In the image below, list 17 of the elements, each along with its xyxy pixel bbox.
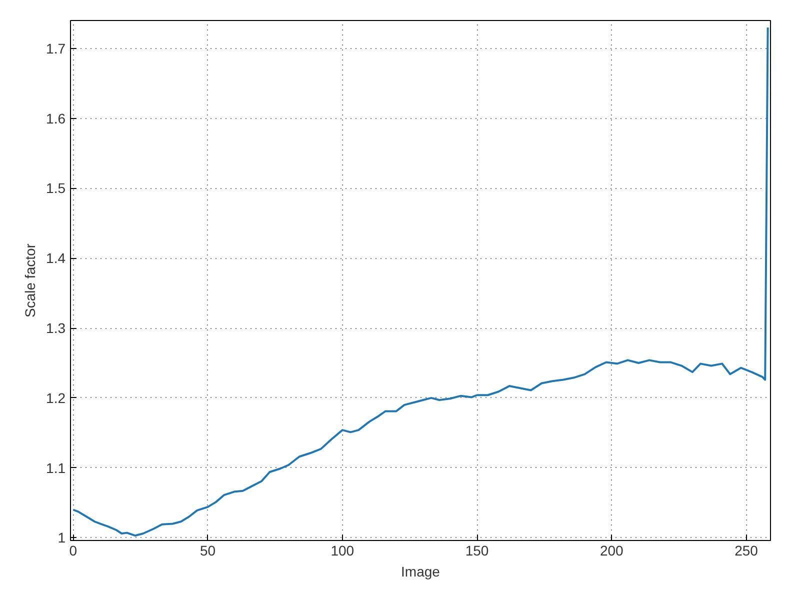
x-tick-label: 200 <box>600 542 624 558</box>
y-tick-label: 1.4 <box>46 250 66 266</box>
x-tick-label: 0 <box>69 542 78 558</box>
y-tick-label: 1 <box>58 530 66 546</box>
x-tick-label: 250 <box>734 542 758 558</box>
y-axis-title: Scale factor <box>22 243 38 318</box>
y-tick-label: 1.3 <box>46 320 66 336</box>
y-tick-label: 1.5 <box>46 180 66 196</box>
y-tick-label: 1.7 <box>46 40 66 56</box>
x-axis-title: Image <box>401 564 440 580</box>
x-tick-label: 50 <box>200 542 216 558</box>
x-tick-label: 150 <box>465 542 489 558</box>
line-series <box>72 26 769 537</box>
y-tick-label: 1.2 <box>46 390 66 406</box>
y-tick-label: 1.6 <box>46 110 66 126</box>
y-tick-label: 1.1 <box>46 460 66 476</box>
x-tick-label: 100 <box>330 542 354 558</box>
